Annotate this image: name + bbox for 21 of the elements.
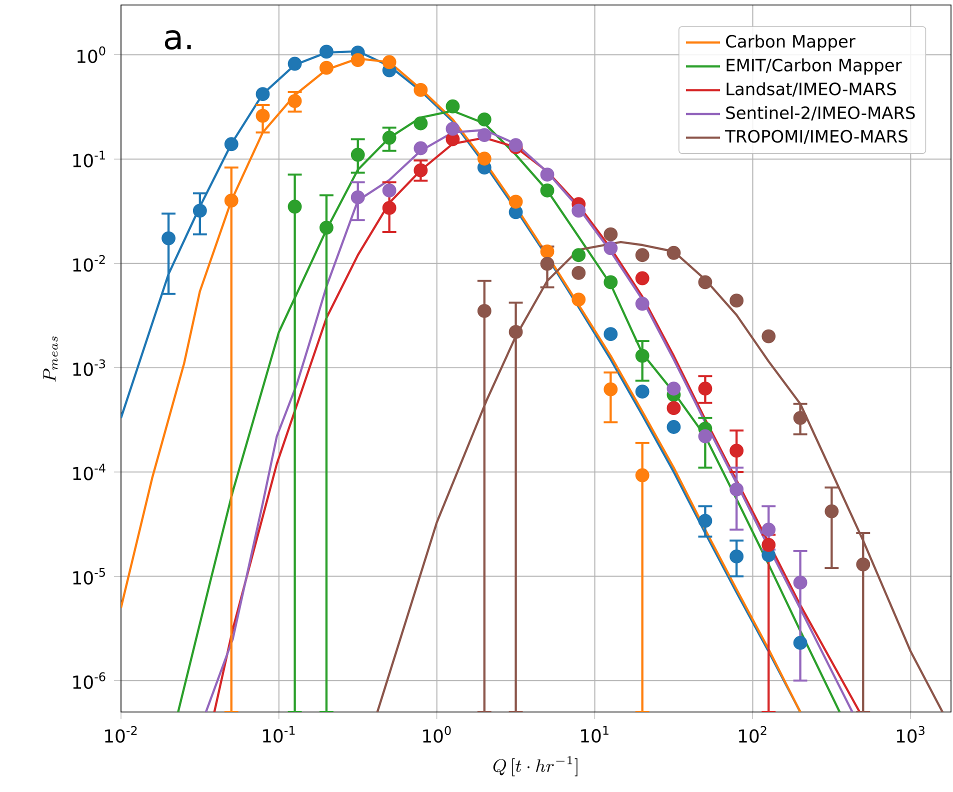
x-tick-label: 10$^{0}$ xyxy=(423,726,451,743)
annotation: a. xyxy=(164,30,191,50)
legend-label: Sentinel-2/IMEO-MARS xyxy=(726,106,915,120)
y-tick-label: 10$^{-6}$ xyxy=(73,672,106,689)
y-tick-label: 10$^{0}$ xyxy=(78,46,106,64)
x-tick-label: 10$^{3}$ xyxy=(896,726,924,743)
x-tick-label: 10$^{-2}$ xyxy=(105,726,137,743)
y-tick-label: 10$^{-4}$ xyxy=(73,464,106,480)
y-axis-title: $P_{meas}$ xyxy=(43,336,58,382)
legend-label: Landsat/IMEO-MARS xyxy=(726,82,896,97)
legend-label: Carbon Mapper xyxy=(726,34,856,51)
x-axis-title: $Q\,[t\cdot hr^{-1}]$ xyxy=(493,756,578,776)
legend-label: EMIT/Carbon Mapper xyxy=(726,58,902,75)
y-tick-label: 10$^{-2}$ xyxy=(73,255,105,272)
y-tick-label: 10$^{-3}$ xyxy=(73,359,106,376)
legend-label: TROPOMI/IMEO-MARS xyxy=(725,130,908,144)
x-tick-label: 10$^{1}$ xyxy=(581,726,608,743)
x-tick-label: 10$^{-1}$ xyxy=(263,726,295,743)
y-tick-label: 10$^{-5}$ xyxy=(73,568,105,585)
y-tick-label: 10$^{-1}$ xyxy=(73,150,105,168)
x-tick-label: 10$^{2}$ xyxy=(739,726,766,743)
